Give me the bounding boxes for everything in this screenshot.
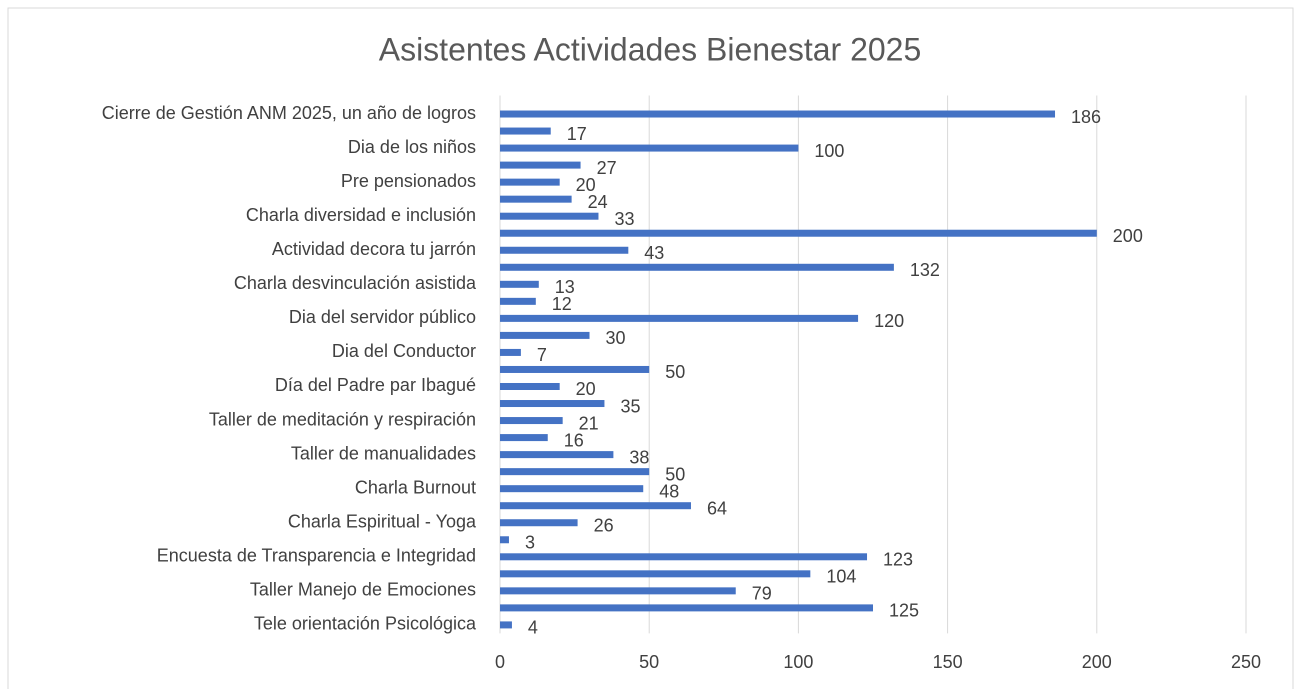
data-label: 186 (1071, 107, 1101, 127)
bar (500, 212, 599, 220)
bar (500, 519, 578, 527)
data-label: 20 (576, 379, 596, 399)
data-label: 123 (883, 550, 913, 570)
y-tick-label: Dia del Conductor (332, 341, 476, 361)
data-label: 13 (555, 277, 575, 297)
data-label: 64 (707, 498, 727, 518)
bar (500, 536, 509, 544)
bar (500, 485, 644, 493)
data-label: 120 (874, 311, 904, 331)
bar (500, 280, 539, 288)
bar (500, 229, 1097, 237)
y-tick-label: Charla desvinculación asistida (234, 273, 477, 293)
bar (500, 348, 521, 356)
x-tick-label: 50 (639, 652, 659, 672)
bar (500, 297, 536, 305)
y-tick-label: Charla Burnout (355, 477, 476, 497)
x-tick-label: 0 (495, 652, 505, 672)
bar (500, 553, 868, 561)
bar (500, 161, 581, 169)
data-label: 43 (644, 243, 664, 263)
chart-title: Asistentes Actividades Bienestar 2025 (379, 31, 922, 67)
data-label: 50 (665, 464, 685, 484)
data-label: 104 (826, 567, 856, 587)
bar (500, 178, 560, 186)
bar (500, 434, 548, 442)
data-label: 35 (620, 396, 640, 416)
data-label: 132 (910, 260, 940, 280)
y-tick-label: Taller de manualidades (291, 443, 476, 463)
bar (500, 382, 560, 390)
data-label: 24 (588, 192, 608, 212)
bar (500, 365, 650, 373)
bar (500, 110, 1056, 118)
bar (500, 604, 873, 612)
y-tick-label: Charla Espiritual - Yoga (288, 511, 477, 531)
data-label: 21 (579, 413, 599, 433)
bar (500, 314, 859, 322)
data-label: 50 (665, 362, 685, 382)
data-label: 33 (614, 209, 634, 229)
bar (500, 400, 605, 408)
data-label: 7 (537, 345, 547, 365)
x-tick-label: 250 (1231, 652, 1261, 672)
bar (500, 144, 799, 152)
data-label: 16 (564, 430, 584, 450)
bar (500, 502, 691, 510)
data-label: 4 (528, 618, 538, 638)
y-tick-label: Charla diversidad e inclusión (246, 205, 476, 225)
data-label: 26 (594, 515, 614, 535)
bar (500, 587, 736, 595)
y-tick-label: Día del Padre par Ibagué (275, 375, 476, 395)
y-tick-label: Actividad decora tu jarrón (272, 239, 476, 259)
bar (500, 570, 811, 578)
y-tick-label: Encuesta de Transparencia e Integridad (157, 546, 476, 566)
data-label: 125 (889, 601, 919, 621)
data-label: 27 (597, 158, 617, 178)
y-tick-label: Dia del servidor público (289, 307, 476, 327)
bar (500, 195, 572, 203)
y-tick-label: Pre pensionados (341, 171, 476, 191)
x-tick-label: 200 (1082, 652, 1112, 672)
data-label: 79 (752, 584, 772, 604)
bar (500, 331, 590, 339)
data-label: 200 (1113, 226, 1143, 246)
bar (500, 621, 512, 629)
data-label: 100 (814, 141, 844, 161)
bar (500, 246, 629, 254)
data-label: 12 (552, 294, 572, 314)
x-tick-label: 150 (933, 652, 963, 672)
data-label: 20 (576, 175, 596, 195)
data-label: 48 (659, 481, 679, 501)
data-label: 17 (567, 124, 587, 144)
y-tick-label: Dia de los niños (348, 137, 476, 157)
bar (500, 127, 551, 135)
bar (500, 468, 650, 476)
y-tick-label: Taller Manejo de Emociones (250, 580, 476, 600)
bar (500, 263, 894, 271)
x-tick-label: 100 (783, 652, 813, 672)
y-tick-label: Cierre de Gestión ANM 2025, un año de lo… (102, 103, 476, 123)
y-tick-label: Taller de meditación y respiración (209, 409, 476, 429)
bar (500, 451, 614, 459)
y-tick-label: Tele orientación Psicológica (254, 614, 477, 634)
data-label: 3 (525, 533, 535, 553)
data-label: 38 (629, 447, 649, 467)
bar (500, 417, 563, 425)
data-label: 30 (606, 328, 626, 348)
